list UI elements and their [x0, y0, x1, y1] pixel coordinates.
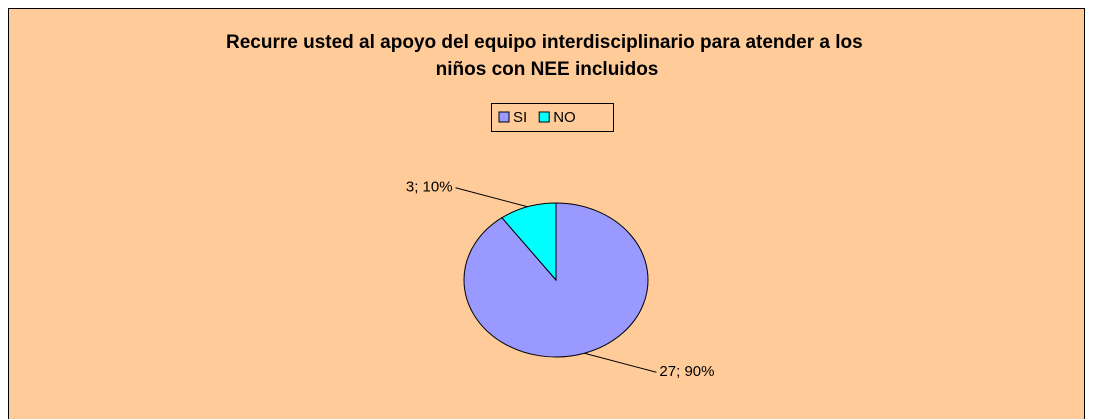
leader-line — [584, 352, 657, 373]
legend-label: SI — [513, 109, 527, 126]
legend-label: NO — [553, 109, 576, 126]
legend-box — [491, 103, 614, 132]
chart-title-line: niños con NEE incluidos — [436, 59, 659, 80]
data-label: 27; 90% — [659, 363, 714, 380]
pie-slice — [501, 202, 557, 282]
chart-title-line: Recurre usted al apoyo del equipo interd… — [226, 32, 863, 53]
data-label: 3; 10% — [406, 179, 453, 196]
legend-swatch — [498, 111, 510, 123]
legend: SI NO — [491, 103, 614, 132]
chart-title: Recurre usted al apoyo del equipo interd… — [226, 32, 868, 80]
leader-line — [455, 187, 528, 208]
legend-swatch — [538, 111, 550, 123]
